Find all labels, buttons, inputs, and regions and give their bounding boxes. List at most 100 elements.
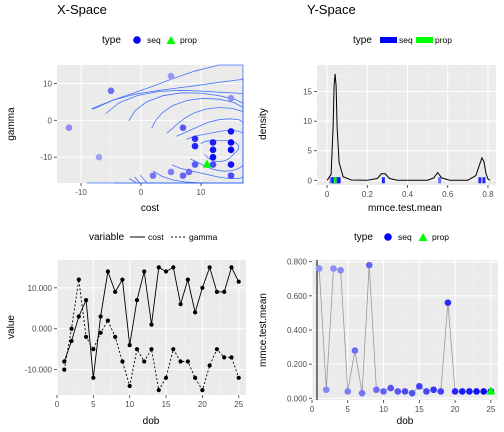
- y-space-x-tick-label: 0.4: [402, 190, 414, 199]
- mmce-seq-point: [323, 386, 330, 394]
- value-legend-cost-label: cost: [148, 232, 164, 242]
- mmce-seq-point: [373, 386, 380, 394]
- value-x-tick-label: 25: [234, 400, 243, 409]
- mmce-seq-point: [358, 389, 366, 397]
- x-space-y-ticks: -10 0 10: [40, 79, 57, 162]
- x-space-contours: [86, 64, 244, 184]
- mmce-seq-point: [394, 388, 402, 395]
- value-gamma-point: [120, 359, 125, 364]
- y-space-rug-seq-mark: [482, 177, 486, 184]
- x-space-prop-point: [202, 159, 212, 168]
- y-space-x-tick-label: 0: [325, 190, 330, 199]
- y-space-legend: type seq prop: [353, 35, 452, 46]
- value-x-tick-label: 15: [162, 400, 171, 409]
- y-space-rug-seq-mark: [478, 177, 482, 184]
- mmce-y-tick-label: 0.800: [287, 258, 308, 267]
- y-space-panel: Y-Space type seq prop 0 0.2 0.4 0.6 0.8 0 5 10…: [258, 2, 496, 214]
- mmce-seq-point: [401, 388, 409, 395]
- value-x-tick-label: 5: [91, 400, 96, 409]
- mmce-seq-point: [387, 384, 394, 392]
- x-space-seq-point: [227, 94, 235, 102]
- y-space-density-curve: [326, 73, 491, 181]
- value-cost-point: [134, 297, 140, 303]
- value-legend: variable cost gamma: [89, 232, 218, 243]
- x-space-x-tick-label: 10: [197, 188, 206, 197]
- mmce-seq-point: [416, 383, 423, 390]
- value-panel: variable cost gamma 0 5 10 15 20 25 -10.000 0.…: [6, 232, 246, 427]
- y-space-title: Y-Space: [307, 2, 356, 17]
- y-space-legend-prop-key: [416, 37, 433, 43]
- value-gamma-point: [207, 363, 212, 368]
- x-space-seq-point: [209, 161, 217, 168]
- y-space-y-ticks: 0 5 10 15: [303, 88, 317, 185]
- y-space-y-tick-label: 10: [303, 117, 312, 126]
- mmce-x-tick-label: 10: [379, 405, 388, 414]
- x-space-seq-point: [65, 124, 73, 131]
- value-gamma-point: [156, 387, 161, 393]
- x-space-seq-point: [227, 128, 235, 135]
- x-space-seq-point: [167, 72, 175, 80]
- y-space-rug-prop-mark: [333, 177, 337, 184]
- x-space-seq-point: [179, 124, 187, 131]
- value-cost-point: [149, 322, 154, 327]
- value-gamma-point: [134, 347, 140, 352]
- mmce-y-tick-label: 0.200: [287, 360, 308, 369]
- value-cost-point: [207, 265, 212, 270]
- y-space-x-axis-label: mmce.test.mean: [368, 203, 442, 214]
- mmce-y-tick-label: 0.400: [287, 326, 308, 335]
- x-space-seq-point: [191, 161, 199, 168]
- value-cost-point: [163, 269, 169, 274]
- y-space-x-tick-label: 0.2: [362, 190, 374, 199]
- x-space-seq-point: [149, 172, 157, 179]
- value-gamma-point: [62, 367, 67, 372]
- mmce-y-ticks: 0.000 0.200 0.400 0.600 0.800: [287, 258, 312, 403]
- mmce-seq-point: [480, 388, 487, 395]
- x-space-seq-point: [95, 153, 103, 161]
- y-space-legend-seq-label: seq: [399, 35, 413, 45]
- x-space-legend-prop-key: [166, 36, 176, 44]
- value-cost-point: [76, 314, 81, 319]
- mmce-grid: [311, 260, 498, 400]
- x-space-seq-point: [227, 172, 235, 179]
- mmce-panel: type seq prop 0 5 10 15 20 25 0.000 0.200 0.400…: [258, 232, 498, 427]
- y-space-legend-title: type: [353, 35, 372, 46]
- x-space-seq-point: [209, 139, 217, 146]
- value-gamma-point: [127, 383, 132, 389]
- x-space-x-axis-label: cost: [141, 203, 160, 214]
- value-gamma-point: [222, 355, 227, 360]
- value-cost-point: [83, 297, 89, 303]
- value-gamma-point: [91, 347, 96, 352]
- value-gamma-point: [193, 375, 198, 380]
- y-space-rug: [329, 177, 486, 184]
- value-cost-point: [178, 302, 183, 307]
- value-y-axis-label: value: [6, 315, 17, 339]
- y-space-x-ticks: 0 0.2 0.4 0.6 0.8: [325, 185, 494, 199]
- mmce-legend-seq-label: seq: [398, 232, 412, 242]
- value-x-ticks: 0 5 10 15 20 25: [55, 395, 244, 409]
- value-cost-point: [193, 310, 198, 315]
- x-space-legend-prop-label: prop: [180, 35, 197, 45]
- x-space-legend: type seq prop: [102, 35, 197, 46]
- value-gamma-point: [200, 387, 205, 393]
- value-gamma-point: [178, 359, 183, 364]
- x-space-seq-point: [107, 87, 115, 95]
- y-space-plot-background: [317, 65, 496, 185]
- mmce-x-axis-label: dob: [397, 416, 414, 427]
- mmce-seq-point: [330, 265, 337, 272]
- y-space-y-axis-label: density: [258, 108, 269, 140]
- value-legend-gamma-label: gamma: [189, 232, 218, 242]
- mmce-x-ticks: 0 5 10 15 20 25: [310, 400, 496, 414]
- x-space-x-tick-label: -10: [75, 188, 87, 197]
- value-cost-point: [98, 314, 103, 319]
- value-gamma-point: [171, 347, 176, 352]
- x-space-y-tick-label: -10: [40, 153, 52, 162]
- mmce-legend-prop-label: prop: [432, 232, 449, 242]
- value-x-axis-label: dob: [143, 416, 160, 427]
- x-space-contour-line: [200, 140, 240, 163]
- x-space-seq-point: [227, 146, 235, 154]
- x-space-legend-seq-label: seq: [147, 35, 161, 45]
- value-y-tick-label: 0.000: [32, 325, 53, 334]
- value-gamma-point: [142, 359, 147, 364]
- x-space-y-tick-label: 10: [43, 79, 52, 88]
- value-gamma-point: [76, 277, 81, 282]
